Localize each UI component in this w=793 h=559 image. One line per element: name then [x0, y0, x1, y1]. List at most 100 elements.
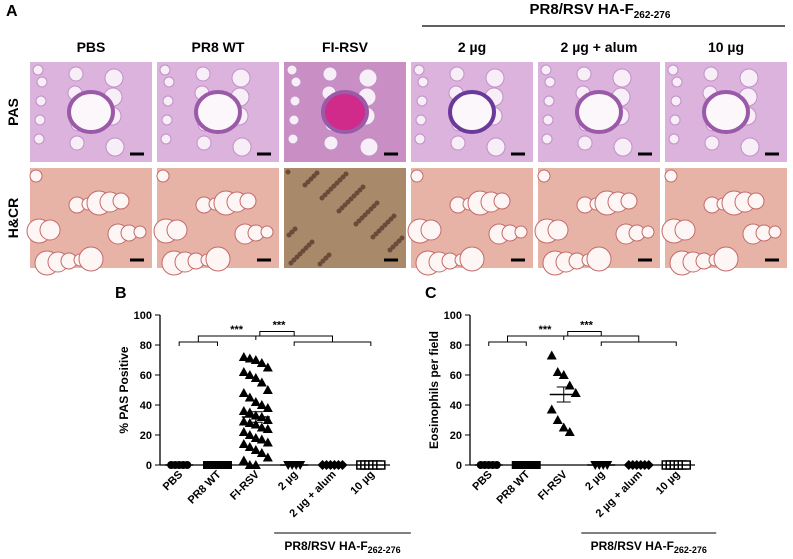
alveolus [543, 95, 555, 107]
alveolus [105, 137, 125, 157]
group-label-sub: 262-276 [634, 10, 671, 21]
group-label: PR8/RSV HA-F262-276 [284, 539, 400, 555]
alveolus [35, 95, 47, 107]
cell [391, 213, 397, 219]
alveolus [670, 95, 682, 107]
point [552, 367, 563, 376]
y-tick-label: 80 [450, 340, 462, 352]
airway [702, 90, 750, 134]
group-label-main: PR8/RSV HA-F [591, 539, 674, 553]
point [262, 362, 273, 372]
alveolus [667, 64, 679, 76]
point [250, 419, 261, 429]
point [238, 427, 249, 436]
alveolus [32, 64, 44, 76]
alveolus [620, 192, 638, 210]
cell [374, 200, 380, 206]
row-label: H&CR [5, 198, 21, 238]
alveolus [133, 225, 147, 239]
airway [67, 90, 115, 134]
alveolus [674, 219, 696, 241]
point [244, 353, 255, 363]
point [558, 422, 569, 432]
cell [314, 170, 320, 176]
group-label: PR8/RSV HA-F262-276 [591, 539, 707, 555]
alveolus [668, 133, 680, 145]
alveolus [232, 137, 252, 157]
airway [575, 90, 623, 134]
alveolus [669, 114, 681, 126]
alveolus [34, 114, 46, 126]
cell [343, 171, 349, 177]
alveolus [664, 169, 678, 183]
significance: *** [580, 320, 594, 332]
significance: *** [273, 320, 287, 332]
y-axis-label: % PAS Positive [117, 346, 131, 433]
alveolus [612, 68, 632, 88]
alveolus [417, 76, 429, 88]
x-tick-label: PR8 WT [186, 468, 224, 506]
alveolus [161, 114, 173, 126]
point [564, 380, 575, 390]
significance: *** [230, 324, 244, 336]
alveolus [78, 246, 104, 272]
point [262, 437, 273, 447]
alveolus [704, 135, 720, 151]
alveolus [358, 68, 378, 88]
alveolus [547, 219, 569, 241]
point [250, 355, 261, 364]
point [238, 388, 249, 397]
alveolus [768, 225, 782, 239]
x-tick-label: 2 µg [276, 469, 300, 493]
y-tick-label: 0 [456, 460, 462, 472]
x-tick-label: PR8 WT [494, 468, 532, 506]
alveolus [544, 76, 556, 88]
alveolus [459, 246, 485, 272]
point [244, 430, 255, 439]
x-tick-label: PBS [470, 469, 494, 493]
point [262, 424, 273, 433]
point [262, 385, 273, 394]
alveolus [288, 114, 300, 126]
airway [321, 90, 369, 134]
point [262, 415, 273, 424]
alveolus [586, 246, 612, 272]
point [238, 352, 249, 361]
alveolus [29, 169, 43, 183]
alveolus [485, 68, 505, 88]
alveolus [162, 95, 174, 107]
point [244, 370, 255, 379]
alveolus [156, 169, 170, 183]
panel-label: B [115, 285, 127, 302]
alveolus [196, 135, 212, 151]
alveolus [703, 66, 719, 82]
alveolus [286, 64, 298, 76]
column-label: 10 µg [708, 39, 744, 55]
airway [194, 90, 242, 134]
group-label-sub: 262-276 [368, 545, 401, 555]
cell [360, 184, 366, 190]
column-label: PBS [77, 39, 106, 55]
point [250, 397, 261, 406]
airway [448, 90, 496, 134]
alveolus [713, 246, 739, 272]
alveolus [322, 66, 338, 82]
alveolus [739, 68, 759, 88]
alveolus [39, 219, 61, 241]
y-tick-label: 20 [450, 430, 462, 442]
alveolus [159, 64, 171, 76]
alveolus [260, 225, 274, 239]
x-tick-label: FI-RSV [536, 468, 570, 502]
alveolus [486, 137, 506, 157]
point [238, 416, 249, 426]
y-tick-label: 0 [146, 460, 152, 472]
alveolus [514, 225, 528, 239]
point [256, 434, 267, 444]
alveolus [195, 66, 211, 82]
significance: *** [539, 324, 553, 336]
alveolus [69, 135, 85, 151]
y-tick-label: 80 [140, 340, 152, 352]
cell [399, 235, 405, 241]
alveolus [239, 192, 257, 210]
